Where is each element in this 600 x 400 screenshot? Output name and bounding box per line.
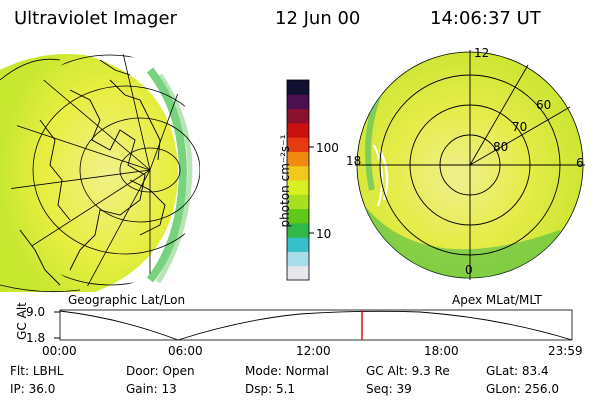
timeline-x-2359: 23:59: [548, 344, 583, 358]
colorbar-segment: [287, 122, 309, 138]
footer-dsp: Dsp: 5.1: [245, 382, 296, 396]
left-panel-caption: Geographic Lat/Lon: [68, 293, 186, 307]
mlt-label-12: 12: [474, 46, 490, 60]
footer-ip: IP: 36.0: [10, 382, 56, 396]
right-auroral-image: [355, 50, 585, 280]
footer-filter: Flt: LBHL: [10, 364, 64, 378]
footer-gain: Gain: 13: [126, 382, 177, 396]
colorbar-segment: [287, 208, 309, 224]
colorbar-segment: [287, 137, 309, 152]
colorbar-segment: [287, 222, 309, 238]
timeline-x-0000: 00:00: [42, 344, 77, 358]
timeline-x-1800: 18:00: [424, 344, 459, 358]
colorbar-segment: [287, 108, 309, 124]
mlt-label-18: 18: [346, 154, 362, 168]
mlt-label-0: 0: [465, 263, 473, 277]
mlat-label-80: 80: [493, 140, 509, 154]
timeline-x-1200: 12:00: [296, 344, 331, 358]
colorbar: [286, 79, 314, 281]
header-date: 12 Jun 00: [275, 8, 361, 29]
timeline-y-min: 1.8: [26, 331, 46, 345]
footer-gc-alt: GC Alt: 9.3 Re: [366, 364, 450, 378]
footer-seq: Seq: 39: [366, 382, 412, 396]
colorbar-segment: [287, 165, 309, 181]
mlat-label-70: 70: [512, 120, 528, 134]
colorbar-segment: [287, 80, 309, 95]
colorbar-segment: [287, 180, 309, 195]
footer-mode: Mode: Normal: [245, 364, 329, 378]
app-title: Ultraviolet Imager: [14, 8, 177, 29]
colorbar-segment: [287, 251, 309, 267]
altitude-timeline-plot: [54, 309, 573, 341]
colorbar-tick-100: 100: [316, 141, 339, 155]
colorbar-segment: [287, 265, 309, 281]
header-time: 14:06:37 UT: [430, 8, 541, 29]
footer-door: Door: Open: [126, 364, 195, 378]
colorbar-unit-label: photon cm⁻²s⁻¹: [278, 134, 292, 228]
colorbar-segment: [287, 237, 309, 252]
colorbar-segment: [287, 194, 309, 210]
timeline-x-0600: 06:00: [168, 344, 203, 358]
mlt-label-6: 6: [576, 156, 584, 170]
colorbar-segment: [287, 151, 309, 167]
right-panel-caption: Apex MLat/MLT: [452, 293, 542, 307]
timeline-y-max: 9.0: [26, 305, 46, 319]
colorbar-tick-10: 10: [316, 227, 332, 241]
colorbar-segment: [287, 94, 309, 110]
mlat-label-60: 60: [536, 98, 552, 112]
footer-glat: GLat: 83.4: [486, 364, 549, 378]
footer-glon: GLon: 256.0: [486, 382, 559, 396]
left-auroral-image: [0, 52, 200, 293]
